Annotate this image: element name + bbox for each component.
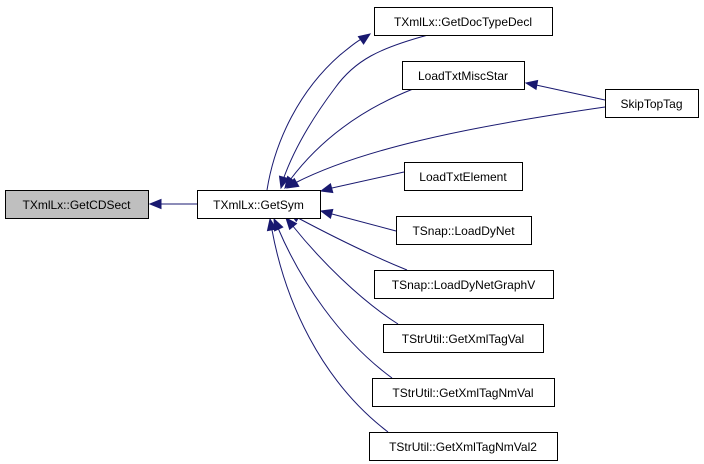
node-doctype[interactable]: TXmlLx::GetDocTypeDecl (374, 7, 553, 36)
arrowhead-icon (266, 217, 278, 232)
node-tagnmval2[interactable]: TStrUtil::GetXmlTagNmVal2 (369, 432, 558, 461)
node-box (374, 7, 553, 36)
node-label: TSnap::LoadDyNet (412, 224, 515, 238)
node-label: TXmlLx::GetSym (213, 198, 304, 212)
node-label: TXmlLx::GetCDSect (22, 198, 131, 212)
arrowhead-icon (285, 216, 298, 231)
arrowhead-icon (357, 33, 372, 45)
node-box (383, 324, 544, 353)
arrowhead-icon (319, 208, 334, 220)
node-box (404, 162, 523, 191)
edge-skiptop-to-miscstar (524, 79, 606, 101)
edge-line (294, 106, 606, 184)
node-skiptop[interactable]: SkipTopTag (605, 89, 699, 118)
node-label: LoadTxtMiscStar (418, 69, 508, 83)
node-getsym[interactable]: TXmlLx::GetSym (197, 190, 321, 219)
edge-getsym-to-doctype (266, 33, 372, 191)
edge-skiptop-to-getsym (285, 106, 606, 189)
node-dynet[interactable]: TSnap::LoadDyNet (396, 216, 532, 245)
node-box (396, 216, 532, 245)
edge-line (277, 227, 393, 379)
edge-dynetgv-to-getsym (287, 211, 408, 271)
edge-line (266, 37, 365, 191)
arrowhead-icon (285, 177, 300, 189)
node-box (197, 190, 321, 219)
node-label: TSnap::LoadDyNetGraphV (392, 278, 535, 292)
arrowhead-icon (278, 175, 290, 190)
node-label: TStrUtil::GetXmlTagNmVal2 (389, 440, 537, 454)
node-label: LoadTxtElement (419, 170, 507, 184)
node-label: SkipTopTag (620, 97, 682, 111)
arrowhead-icon (319, 182, 334, 194)
node-box (402, 61, 525, 90)
edge-line (291, 224, 399, 325)
edge-line (535, 84, 606, 101)
node-dynetgv[interactable]: TSnap::LoadDyNetGraphV (374, 270, 554, 299)
edge-tagnmval2-to-getsym (266, 217, 389, 433)
arrowhead-icon (148, 198, 162, 210)
node-miscstar[interactable]: LoadTxtMiscStar (402, 61, 525, 90)
node-tagval[interactable]: TStrUtil::GetXmlTagVal (383, 324, 544, 353)
edge-doctype-to-getsym (278, 34, 429, 190)
edge-line (331, 213, 397, 232)
node-label: TStrUtil::GetXmlTagNmVal (392, 386, 533, 400)
node-tagnmval[interactable]: TStrUtil::GetXmlTagNmVal (372, 378, 555, 407)
edge-line (289, 88, 414, 181)
node-cdsect: TXmlLx::GetCDSect (5, 190, 149, 219)
node-box (5, 190, 149, 219)
node-box (369, 432, 558, 461)
node-box (605, 89, 699, 118)
edge-line (271, 229, 389, 433)
edge-getsym-to-cdsect (148, 198, 197, 210)
node-box (372, 378, 555, 407)
edge-element-to-getsym (319, 171, 405, 194)
node-label: TXmlLx::GetDocTypeDecl (394, 15, 532, 29)
edge-line (297, 217, 408, 271)
arrowhead-icon (524, 79, 539, 91)
edge-line (331, 171, 405, 189)
edge-tagval-to-getsym (285, 216, 399, 325)
node-box (374, 270, 554, 299)
node-label: TStrUtil::GetXmlTagVal (402, 332, 524, 346)
edge-dynet-to-getsym (319, 208, 397, 232)
edge-line (282, 34, 429, 181)
node-element[interactable]: LoadTxtElement (404, 162, 523, 191)
edge-miscstar-to-getsym (284, 88, 414, 190)
